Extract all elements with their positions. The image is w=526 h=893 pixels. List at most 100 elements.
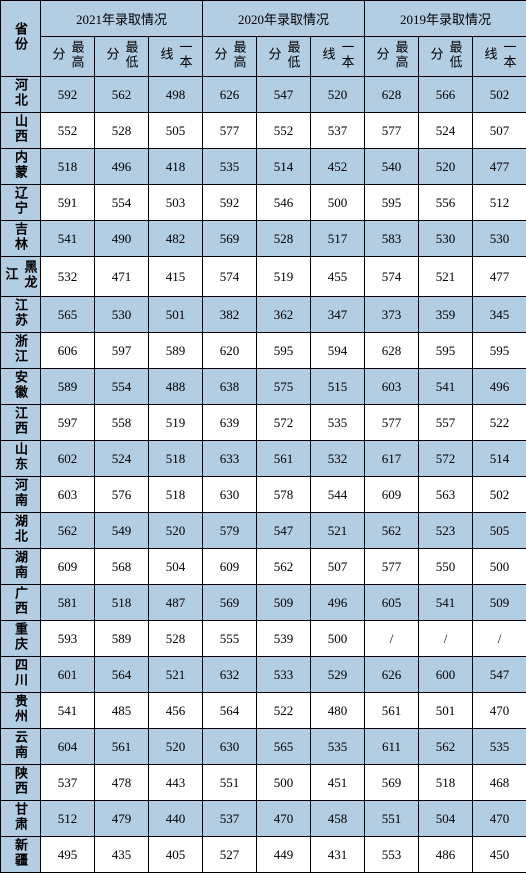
- data-cell: 520: [149, 513, 203, 549]
- data-cell: 533: [257, 657, 311, 693]
- data-cell: 620: [203, 333, 257, 369]
- data-cell: 362: [257, 297, 311, 333]
- data-cell: 521: [311, 513, 365, 549]
- data-cell: 561: [95, 729, 149, 765]
- data-cell: 515: [311, 369, 365, 405]
- data-cell: 482: [149, 221, 203, 257]
- table-row: 新疆495435405527449431553486450: [1, 837, 526, 873]
- col-line: 一本线: [311, 37, 365, 77]
- data-cell: 569: [203, 585, 257, 621]
- data-cell: 530: [95, 297, 149, 333]
- data-cell: 546: [257, 185, 311, 221]
- data-cell: 477: [473, 149, 526, 185]
- data-cell: 554: [95, 185, 149, 221]
- data-cell: 595: [257, 333, 311, 369]
- col-line: 一本线: [473, 37, 526, 77]
- data-cell: 470: [257, 801, 311, 837]
- data-cell: 496: [95, 149, 149, 185]
- data-cell: 578: [257, 477, 311, 513]
- data-cell: 345: [473, 297, 526, 333]
- data-cell: 449: [257, 837, 311, 873]
- data-cell: 518: [149, 477, 203, 513]
- data-cell: 450: [473, 837, 526, 873]
- data-cell: 373: [365, 297, 419, 333]
- data-cell: 480: [311, 693, 365, 729]
- table-row: 山东602524518633561532617572514: [1, 441, 526, 477]
- data-cell: 524: [419, 113, 473, 149]
- data-cell: 532: [41, 257, 95, 297]
- data-cell: 541: [419, 369, 473, 405]
- province-cell: 内蒙: [1, 149, 41, 185]
- data-cell: 577: [365, 405, 419, 441]
- data-cell: 502: [473, 77, 526, 113]
- data-cell: 500: [257, 765, 311, 801]
- table-body: 河北592562498626547520628566502山西552528505…: [1, 77, 526, 873]
- data-cell: 563: [419, 477, 473, 513]
- data-cell: 528: [149, 621, 203, 657]
- data-cell: 577: [365, 113, 419, 149]
- data-cell: 541: [41, 693, 95, 729]
- data-cell: 514: [473, 441, 526, 477]
- data-cell: 528: [95, 113, 149, 149]
- data-cell: 630: [203, 729, 257, 765]
- data-cell: 609: [41, 549, 95, 585]
- data-cell: 609: [365, 477, 419, 513]
- data-cell: 490: [95, 221, 149, 257]
- table-row: 辽宁591554503592546500595556512: [1, 185, 526, 221]
- data-cell: 522: [257, 693, 311, 729]
- table-row: 江西597558519639572535577557522: [1, 405, 526, 441]
- data-cell: 541: [41, 221, 95, 257]
- data-cell: 589: [149, 333, 203, 369]
- data-cell: 540: [365, 149, 419, 185]
- province-cell: 河北: [1, 77, 41, 113]
- data-cell: 569: [203, 221, 257, 257]
- province-cell: 甘肃: [1, 801, 41, 837]
- table-row: 浙江606597589620595594628595595: [1, 333, 526, 369]
- province-cell: 辽宁: [1, 185, 41, 221]
- data-cell: 527: [203, 837, 257, 873]
- data-cell: 478: [95, 765, 149, 801]
- data-cell: 479: [95, 801, 149, 837]
- table-row: 云南604561520630565535611562535: [1, 729, 526, 765]
- data-cell: 495: [41, 837, 95, 873]
- data-cell: 552: [257, 113, 311, 149]
- data-cell: 535: [311, 729, 365, 765]
- year-group-2019: 2019年录取情况: [365, 1, 526, 37]
- data-cell: 638: [203, 369, 257, 405]
- data-cell: 382: [203, 297, 257, 333]
- data-cell: 556: [419, 185, 473, 221]
- data-cell: 514: [257, 149, 311, 185]
- data-cell: 520: [311, 77, 365, 113]
- col-min: 最低分: [257, 37, 311, 77]
- data-cell: 566: [419, 77, 473, 113]
- data-cell: 359: [419, 297, 473, 333]
- data-cell: 574: [203, 257, 257, 297]
- data-cell: 575: [257, 369, 311, 405]
- admission-table: 省份 2021年录取情况 2020年录取情况 2019年录取情况 最高分 最低分…: [0, 0, 526, 873]
- data-cell: 518: [149, 441, 203, 477]
- data-cell: 500: [311, 621, 365, 657]
- data-cell: 561: [257, 441, 311, 477]
- data-cell: 562: [365, 513, 419, 549]
- data-cell: 597: [95, 333, 149, 369]
- data-cell: 451: [311, 765, 365, 801]
- data-cell: 574: [365, 257, 419, 297]
- table-row: 重庆593589528555539500///: [1, 621, 526, 657]
- data-cell: 554: [95, 369, 149, 405]
- data-cell: 487: [149, 585, 203, 621]
- data-cell: 589: [95, 621, 149, 657]
- data-cell: 628: [365, 333, 419, 369]
- data-cell: 522: [473, 405, 526, 441]
- data-cell: 547: [257, 513, 311, 549]
- data-cell: 602: [41, 441, 95, 477]
- data-cell: 415: [149, 257, 203, 297]
- data-cell: 626: [365, 657, 419, 693]
- table-row: 内蒙518496418535514452540520477: [1, 149, 526, 185]
- data-cell: 440: [149, 801, 203, 837]
- data-cell: 581: [41, 585, 95, 621]
- province-cell: 江西: [1, 405, 41, 441]
- data-cell: 552: [41, 113, 95, 149]
- data-cell: 456: [149, 693, 203, 729]
- data-cell: 512: [473, 185, 526, 221]
- data-cell: /: [419, 621, 473, 657]
